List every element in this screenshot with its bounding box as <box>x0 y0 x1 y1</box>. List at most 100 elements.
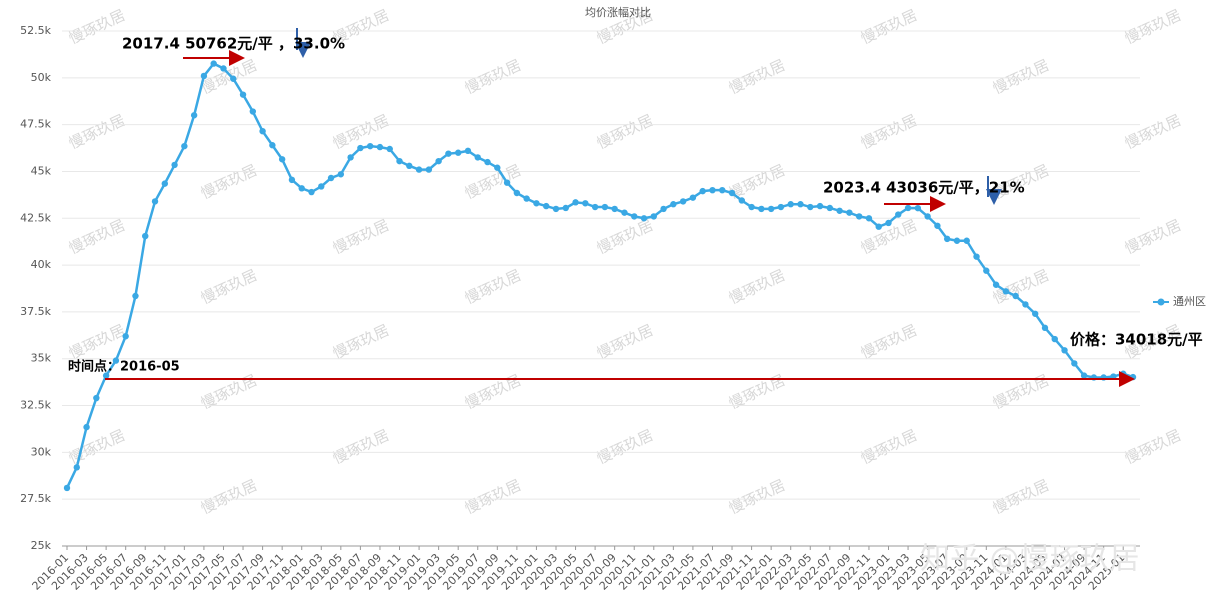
point <box>73 464 80 471</box>
point <box>1080 372 1088 379</box>
y-tick-label: 42.5k <box>20 211 51 224</box>
point <box>318 183 325 190</box>
watermark: 慢琢玖居 <box>1122 216 1184 258</box>
watermark: 慢琢玖居 <box>594 426 656 468</box>
point <box>719 186 726 194</box>
point <box>288 176 296 184</box>
watermark: 慢琢玖居 <box>66 426 128 468</box>
point <box>670 201 677 208</box>
watermark: 慢琢玖居 <box>330 216 392 258</box>
y-tick-label: 45k <box>31 164 52 177</box>
point <box>748 203 755 211</box>
point <box>269 142 276 149</box>
watermark: 慢琢玖居 <box>66 6 128 48</box>
point <box>239 91 247 98</box>
point <box>709 186 716 194</box>
point <box>396 157 403 165</box>
y-tick-label: 47.5k <box>20 118 51 131</box>
point <box>953 237 961 244</box>
watermark: 慢琢玖居 <box>198 161 260 203</box>
legend-label: 通州区 <box>1173 295 1206 308</box>
watermark: 慢琢玖居 <box>594 216 656 258</box>
point <box>122 333 129 340</box>
point <box>484 158 491 166</box>
point <box>611 205 618 213</box>
watermark: 慢琢玖居 <box>198 266 260 308</box>
point <box>415 166 423 173</box>
watermark: 慢琢玖居 <box>66 111 128 153</box>
point <box>1120 370 1127 377</box>
point <box>767 205 775 213</box>
point <box>298 185 305 192</box>
point <box>503 179 511 186</box>
point <box>308 188 315 196</box>
point <box>689 194 697 201</box>
watermark: 慢琢玖居 <box>726 371 788 413</box>
point <box>758 205 765 213</box>
point <box>230 75 237 82</box>
point <box>660 205 667 213</box>
point <box>112 357 120 364</box>
legend-swatch <box>1157 298 1165 306</box>
point <box>445 150 452 157</box>
point <box>983 267 990 274</box>
point <box>738 197 746 204</box>
point <box>699 187 706 195</box>
line <box>65 62 1134 489</box>
point <box>807 203 814 211</box>
point <box>366 142 374 150</box>
point <box>142 232 149 240</box>
point <box>543 202 550 210</box>
watermark: 慢琢玖居 <box>990 371 1052 413</box>
point <box>826 204 834 212</box>
point <box>376 143 384 151</box>
point <box>513 189 521 197</box>
point <box>591 203 599 211</box>
watermark: 慢琢玖居 <box>462 476 524 518</box>
point <box>1002 288 1010 295</box>
point <box>259 127 266 135</box>
point <box>474 154 481 161</box>
watermark: 慢琢玖居 <box>858 321 920 363</box>
watermark: 慢琢玖居 <box>1122 111 1184 153</box>
point <box>562 204 569 212</box>
point <box>523 195 530 202</box>
y-tick-label: 27.5k <box>20 492 51 505</box>
watermark: 慢琢玖居 <box>726 266 788 308</box>
y-tick-label: 25k <box>31 539 52 552</box>
annotation: 2023.4 43036元/平，21% <box>823 179 1025 197</box>
annotation: 2017.4 50762元/平 ，33.0% <box>122 35 345 53</box>
point <box>631 213 638 220</box>
point <box>640 215 648 222</box>
point <box>347 154 354 161</box>
point <box>386 145 393 153</box>
point <box>943 235 951 243</box>
watermark: 慢琢玖居 <box>858 426 920 468</box>
point <box>650 213 657 220</box>
annotation: 时间点：2016-05 <box>68 359 180 375</box>
point <box>161 180 168 187</box>
point <box>190 112 198 119</box>
point <box>572 199 579 206</box>
watermark: 慢琢玖居 <box>990 476 1052 518</box>
watermark: 慢琢玖居 <box>462 161 524 203</box>
point <box>83 423 90 431</box>
point <box>552 205 560 213</box>
y-tick-label: 32.5k <box>20 399 51 412</box>
point <box>63 484 71 492</box>
point <box>1061 347 1068 354</box>
watermark: 慢琢玖居 <box>198 56 260 98</box>
point <box>865 215 873 222</box>
point <box>132 292 139 300</box>
annotation: 价格：34018元/平 <box>1070 331 1203 349</box>
point <box>494 164 501 171</box>
point <box>278 156 286 163</box>
watermark: 慢琢玖居 <box>198 371 260 413</box>
point <box>464 147 472 155</box>
watermark: 慢琢玖居 <box>330 321 392 363</box>
y-tick-label: 50k <box>31 71 52 84</box>
point <box>895 211 902 218</box>
point <box>327 174 335 182</box>
chart-title: 均价涨幅对比 <box>585 5 651 19</box>
point <box>406 162 413 170</box>
